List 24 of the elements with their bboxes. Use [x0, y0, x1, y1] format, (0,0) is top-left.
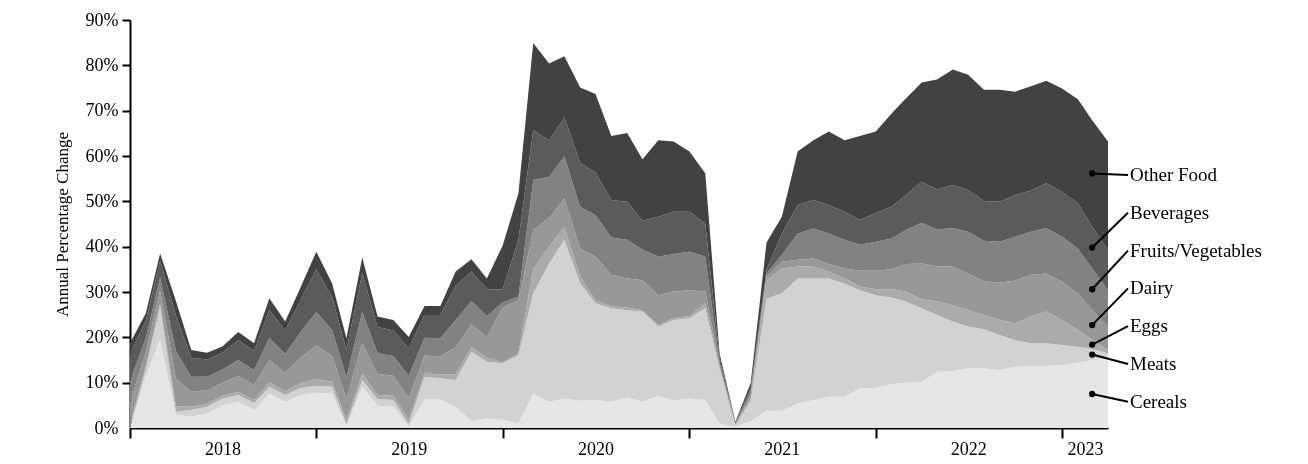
series-label: Dairy [1130, 277, 1174, 299]
x-tick-label: 2018 [204, 438, 241, 459]
y-tick-label: 40% [85, 236, 119, 257]
series-label: Other Food [1130, 164, 1218, 185]
x-tick-label: 2019 [391, 438, 428, 459]
series-label: Meats [1130, 353, 1177, 374]
y-tick-label: 20% [85, 326, 119, 347]
x-tick-label: 2022 [950, 438, 987, 459]
x-tick-label: 2020 [578, 438, 615, 459]
x-tick-label: 2023 [1067, 438, 1104, 459]
series-label: Eggs [1130, 315, 1168, 337]
series-label: Fruits/Vegetables [1130, 239, 1262, 261]
y-axis-title: Annual Percentage Change [52, 131, 72, 318]
y-tick-label: 30% [85, 281, 119, 302]
series-label: Beverages [1130, 201, 1210, 223]
y-tick-label: 10% [85, 372, 119, 393]
y-tick-label: 80% [85, 54, 119, 75]
series-label: Cereals [1130, 390, 1187, 412]
y-tick-label: 90% [85, 9, 119, 30]
y-tick-label: 0% [94, 417, 119, 438]
y-tick-label: 70% [85, 100, 119, 121]
x-tick-label: 2021 [764, 438, 801, 459]
y-tick-label: 50% [85, 190, 119, 211]
y-tick-label: 60% [85, 145, 119, 166]
